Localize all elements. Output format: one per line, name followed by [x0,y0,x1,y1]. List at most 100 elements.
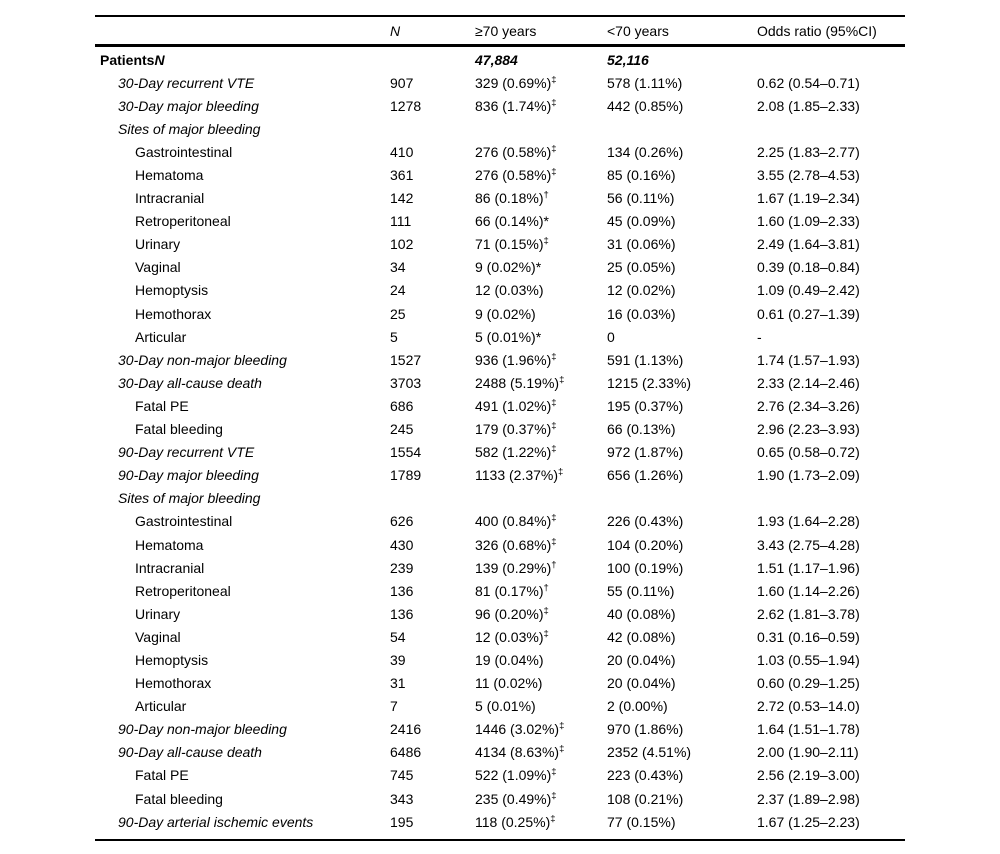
row-label: Hemothorax [135,305,212,322]
cell-ge70: 276 (0.58%)‡ [475,166,557,184]
cell-lt70: 25 (0.05%) [607,259,676,276]
cell-lt70: 42 (0.08%) [607,628,676,645]
row-label: Sites of major bleeding [118,120,261,137]
cell-lt70: 134 (0.26%) [607,143,684,160]
cell-lt70: 578 (1.11%) [607,74,683,91]
cell-odds-ratio: 3.55 (2.78–4.53) [757,167,860,184]
cell-n: 410 [390,143,414,160]
cell-ge70: 1133 (2.37%)‡ [475,466,564,484]
significance-mark: ‡ [551,97,557,109]
table-row: Fatal PE 686 491 (1.02%)‡ 195 (0.37%) 2.76 (… [95,394,905,417]
row-label: Retroperitoneal [135,213,231,230]
row-label: Fatal bleeding [135,421,223,438]
row-label: Urinary [135,605,181,622]
table-row: 30-Day all-cause death 3703 2488 (5.19%)‡ 1… [95,371,905,394]
cell-lt70: 12 (0.02%) [607,282,676,299]
cell-odds-ratio: 1.64 (1.51–1.78) [757,721,860,738]
row-label: 30-Day recurrent VTE [118,74,255,91]
cell-n: 24 [390,282,406,299]
cell-ge70: 179 (0.37%)‡ [475,420,557,438]
cell-lt70: 85 (0.16%) [607,167,676,184]
cell-lt70: 656 (1.26%) [607,467,684,484]
table-row: Hemothorax 25 9 (0.02%) 16 (0.03%) 0.61 (0.2… [95,302,905,325]
cell-lt70: 1215 (2.33%) [607,374,692,391]
significance-mark: ‡ [551,535,557,547]
cell-ge70: 139 (0.29%)† [475,558,557,576]
cell-ge70: 9 (0.02%)* [475,259,542,276]
cell-ge70: 329 (0.69%)‡ [475,73,557,91]
row-label: Fatal bleeding [135,790,223,807]
table-row: Fatal PE 745 522 (1.09%)‡ 223 (0.43%) 2.56 (… [95,764,905,787]
table-row: Vaginal 54 12 (0.03%)‡ 42 (0.08%) 0.31 (0.16… [95,625,905,648]
cell-lt70: 20 (0.04%) [607,675,676,692]
significance-mark: ‡ [551,351,557,363]
row-label: Intracranial [135,190,205,207]
cell-lt70: 195 (0.37%) [607,397,684,414]
cell-lt70: 223 (0.43%) [607,767,684,784]
significance-mark: ‡ [551,166,557,178]
cell-n: 5 [390,328,398,345]
cell-n: 39 [390,651,406,668]
significance-mark: † [543,189,549,201]
cell-ge70: 118 (0.25%)‡ [475,812,556,830]
cell-odds-ratio: 2.72 (0.53–14.0) [757,698,860,715]
significance-mark: ‡ [550,812,556,824]
table-row: Fatal bleeding 343 235 (0.49%)‡ 108 (0.21%)… [95,787,905,810]
table-row: Gastrointestinal 410 276 (0.58%)‡ 134 (0.26… [95,140,905,163]
cell-ge70: 66 (0.14%)* [475,213,549,230]
cell-odds-ratio: 2.76 (2.34–3.26) [757,397,860,414]
significance-mark: ‡ [559,374,565,386]
significance-mark: ‡ [551,512,557,524]
table-row: Articular 7 5 (0.01%) 2 (0.00%) 2.72 (0.53–1… [95,695,905,718]
cell-n: 2416 [390,721,422,738]
cell-ge70: 71 (0.15%)‡ [475,235,549,253]
row-label: Hemothorax [135,675,212,692]
cell-odds-ratio: 1.90 (1.73–2.09) [757,467,860,484]
row-label: 30-Day all-cause death [118,374,262,391]
cell-n: 907 [390,74,414,91]
table-row: Retroperitoneal 111 66 (0.14%)* 45 (0.09%) 1… [95,210,905,233]
table-header-row: N ≥70 years <70 years Odds ratio (95%CI) [95,15,905,47]
cell-odds-ratio: 1.67 (1.19–2.34) [757,190,860,207]
cell-odds-ratio: 2.00 (1.90–2.11) [757,744,859,761]
table-row: PatientsN 47,884 52,116 [95,48,905,71]
cell-n: 1278 [390,97,422,114]
cell-lt70: 56 (0.11%) [607,190,675,207]
cell-ge70: 4134 (8.63%)‡ [475,743,565,761]
table-row: Urinary 136 96 (0.20%)‡ 40 (0.08%) 2.62 (1.8… [95,602,905,625]
significance-mark: ‡ [559,720,565,732]
cell-n: 245 [390,421,414,438]
cell-lt70: 77 (0.15%) [607,813,676,830]
cell-n: 745 [390,767,414,784]
table-row: Retroperitoneal 136 81 (0.17%)† 55 (0.11%) 1… [95,579,905,602]
cell-odds-ratio: 1.51 (1.17–1.96) [757,559,860,576]
cell-odds-ratio: 0.61 (0.27–1.39) [757,305,860,322]
cell-ge70: 12 (0.03%) [475,282,544,299]
row-label: PatientsN [100,51,165,68]
row-label: 90-Day non-major bleeding [118,721,287,738]
table-row: Urinary 102 71 (0.15%)‡ 31 (0.06%) 2.49 (1.6… [95,233,905,256]
significance-mark: ‡ [551,143,557,155]
row-label: Fatal PE [135,767,189,784]
cell-odds-ratio: 1.03 (0.55–1.94) [757,651,860,668]
row-label: Intracranial [135,559,205,576]
table-row: 90-Day recurrent VTE 1554 582 (1.22%)‡ 972 … [95,441,905,464]
cell-odds-ratio: 2.08 (1.85–2.33) [757,97,860,114]
cell-n: 239 [390,559,414,576]
cell-odds-ratio: 2.33 (2.14–2.46) [757,374,860,391]
cell-odds-ratio: 1.67 (1.25–2.23) [757,813,860,830]
cell-lt70: 108 (0.21%) [607,790,684,807]
cell-n: 7 [390,698,398,715]
cell-odds-ratio: 2.62 (1.81–3.78) [757,605,860,622]
outcomes-table: N ≥70 years <70 years Odds ratio (95%CI)… [95,15,905,842]
cell-lt70: 52,116 [607,51,649,68]
cell-lt70: 55 (0.11%) [607,582,675,599]
cell-odds-ratio: 3.43 (2.75–4.28) [757,536,860,553]
cell-ge70: 11 (0.02%) [475,675,543,692]
cell-lt70: 972 (1.87%) [607,444,684,461]
cell-ge70: 582 (1.22%)‡ [475,443,557,461]
cell-n: 111 [390,213,412,230]
cell-ge70: 491 (1.02%)‡ [475,397,557,414]
cell-ge70: 836 (1.74%)‡ [475,97,557,114]
cell-ge70: 86 (0.18%)† [475,189,549,207]
